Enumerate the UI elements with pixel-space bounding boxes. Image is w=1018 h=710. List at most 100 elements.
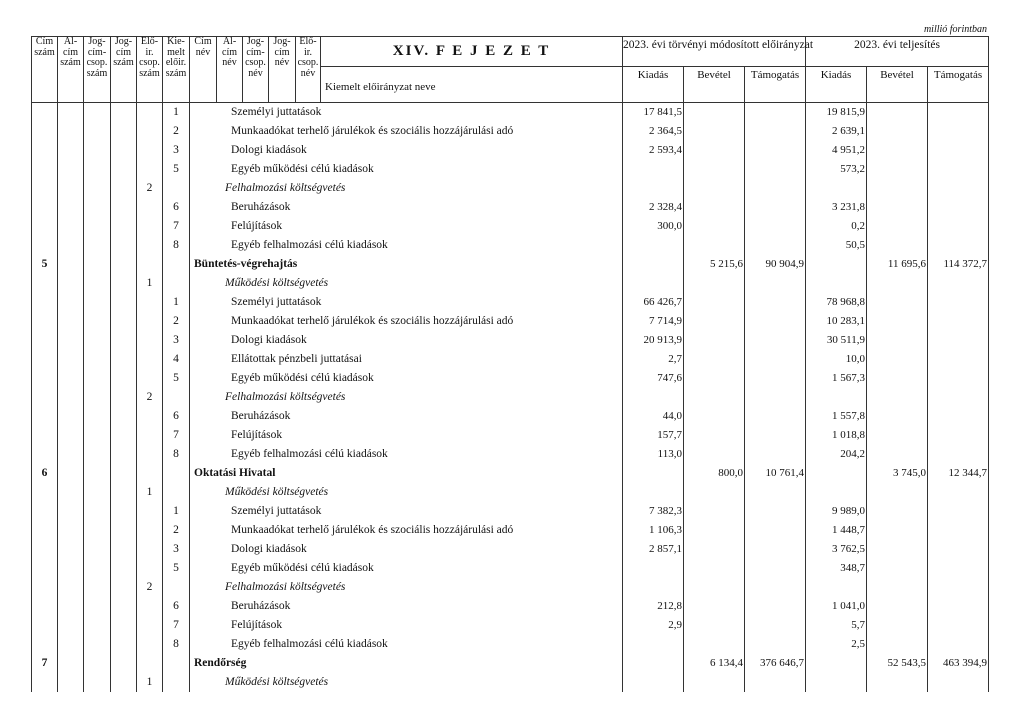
eloir-csop-number — [136, 102, 163, 122]
value-bevetel — [683, 596, 745, 616]
table-row: 5 Egyéb működési célú kiadások 348,7 — [31, 558, 990, 578]
eloir-csop-number — [136, 520, 163, 540]
value-bevetel-teljesites — [866, 197, 929, 217]
appropriation-name-text: Dologi kiadások — [231, 543, 307, 555]
jogcim-number — [110, 444, 137, 464]
value-bevetel-teljesites — [866, 102, 929, 122]
kiemelt-number — [162, 254, 190, 274]
jogcimcsop-number — [83, 102, 111, 122]
appropriation-name: Egyéb felhalmozási célú kiadások — [189, 444, 623, 464]
appropriation-name-text: Dologi kiadások — [231, 144, 307, 156]
appropriation-name: Felújítások — [189, 615, 623, 635]
value-bevetel — [683, 387, 745, 407]
value-bevetel-teljesites — [866, 235, 929, 255]
value-tamogatas-teljesites — [927, 520, 990, 540]
alcim-number — [57, 140, 84, 160]
cim-number — [31, 634, 58, 654]
jogcim-number — [110, 140, 137, 160]
value-kiadas-teljesites: 10,0 — [805, 349, 868, 369]
value-bevetel-teljesites — [866, 121, 929, 141]
kiemelt-number — [162, 672, 190, 692]
kiemelt-number: 5 — [162, 159, 190, 179]
code-column-header-line: Jog- — [114, 36, 133, 47]
jogcim-number — [110, 178, 137, 198]
table-row: 1 Személyi juttatások 7 382,3 9 989,0 — [31, 501, 990, 521]
kiemelt-number — [162, 653, 190, 673]
jogcimcsop-number — [83, 216, 111, 236]
appropriation-name-text: Egyéb felhalmozási célú kiadások — [231, 239, 388, 251]
value-tamogatas — [743, 425, 807, 445]
value-kiadas — [622, 178, 684, 198]
eloir-csop-number — [136, 235, 163, 255]
eloir-csop-number — [136, 197, 163, 217]
value-kiadas — [622, 653, 684, 673]
jogcimcsop-number — [83, 178, 111, 198]
value-kiadas-teljesites: 4 951,2 — [805, 140, 868, 160]
value-kiadas — [622, 463, 684, 483]
code-column-header: Al-cím név — [216, 36, 243, 103]
eloir-csop-number — [136, 292, 163, 312]
jogcim-number — [110, 159, 137, 179]
table-row: 2 Felhalmozási költségvetés — [31, 387, 990, 407]
value-tamogatas-teljesites — [927, 178, 990, 198]
cim-number — [31, 406, 58, 426]
jogcim-number — [110, 216, 137, 236]
table-row: 8 Egyéb felhalmozási célú kiadások 113,0 20… — [31, 444, 990, 464]
value-bevetel — [683, 140, 745, 160]
value-bevetel-teljesites — [866, 330, 929, 350]
value-tamogatas-teljesites — [927, 672, 990, 692]
jogcimcsop-number — [83, 482, 111, 502]
jogcim-number — [110, 520, 137, 540]
value-tamogatas — [743, 159, 807, 179]
value-bevetel-teljesites — [866, 311, 929, 331]
code-column-header-line: szám — [139, 67, 160, 79]
jogcimcsop-number — [83, 577, 111, 597]
col-header-bevetel: Bevétel — [866, 66, 929, 103]
value-kiadas-teljesites: 9 989,0 — [805, 501, 868, 521]
value-kiadas — [622, 235, 684, 255]
col-header-kiadas: Kiadás — [622, 66, 684, 103]
jogcim-number — [110, 102, 137, 122]
appropriation-name-text: Beruházások — [231, 410, 291, 422]
alcim-number — [57, 235, 84, 255]
code-column-header-line: szám — [34, 46, 55, 58]
value-bevetel-teljesites: 3 745,0 — [866, 463, 929, 483]
eloir-csop-number — [136, 216, 163, 236]
value-tamogatas: 90 904,9 — [743, 254, 807, 274]
jogcim-number — [110, 368, 137, 388]
jogcim-number — [110, 672, 137, 692]
cim-number — [31, 482, 58, 502]
kiemelt-number: 5 — [162, 368, 190, 388]
value-bevetel-teljesites — [866, 672, 929, 692]
alcim-number — [57, 406, 84, 426]
jogcim-number — [110, 387, 137, 407]
kiemelt-number: 3 — [162, 140, 190, 160]
appropriation-name: Beruházások — [189, 596, 623, 616]
value-tamogatas-teljesites — [927, 615, 990, 635]
value-kiadas: 1 106,3 — [622, 520, 684, 540]
value-kiadas: 157,7 — [622, 425, 684, 445]
appropriation-name: Személyi juttatások — [189, 292, 623, 312]
jogcim-number — [110, 121, 137, 141]
kiemelt-number — [162, 463, 190, 483]
table-row: 1 Működési költségvetés — [31, 273, 990, 293]
value-kiadas: 2 593,4 — [622, 140, 684, 160]
col-header-kiadas: Kiadás — [805, 66, 868, 103]
table-row: 3 Dologi kiadások 20 913,9 30 511,9 — [31, 330, 990, 350]
jogcimcsop-number — [83, 539, 111, 559]
value-tamogatas-teljesites — [927, 368, 990, 388]
cim-number — [31, 311, 58, 331]
value-tamogatas-teljesites — [927, 235, 990, 255]
value-kiadas-teljesites — [805, 254, 868, 274]
eloir-csop-number — [136, 444, 163, 464]
budget-table: Cím szám Al-cím szám Jog-cím-csop. szám Jog-cí… — [31, 36, 990, 692]
appropriation-name-text: Felújítások — [231, 220, 283, 232]
code-column-header-line: név — [195, 46, 211, 58]
jogcim-number — [110, 558, 137, 578]
jogcimcsop-number — [83, 425, 111, 445]
kiemelt-number: 7 — [162, 216, 190, 236]
jogcimcsop-number — [83, 311, 111, 331]
value-kiadas-teljesites: 3 231,8 — [805, 197, 868, 217]
table-row: 1 Személyi juttatások 66 426,7 78 968,8 — [31, 292, 990, 312]
value-bevetel — [683, 634, 745, 654]
